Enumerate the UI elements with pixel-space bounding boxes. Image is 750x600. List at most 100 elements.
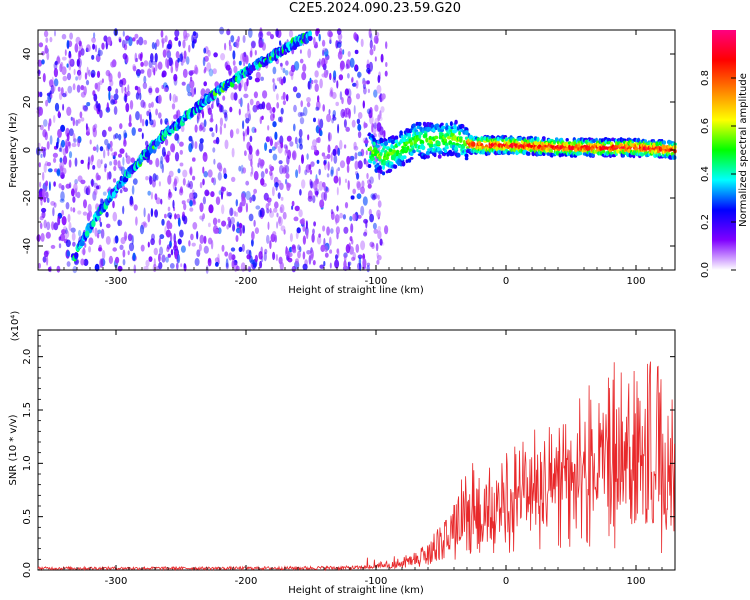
heatmap-noise-cell bbox=[370, 33, 373, 42]
heatmap-noise-cell bbox=[216, 97, 220, 107]
heatmap-noise-cell bbox=[212, 217, 218, 226]
heatmap-noise-cell bbox=[373, 89, 378, 98]
heatmap-noise-cell bbox=[240, 164, 244, 175]
heatmap-y-tick-label: -20 bbox=[22, 190, 33, 206]
heatmap-noise-cell bbox=[211, 177, 215, 183]
heatmap-noise-cell bbox=[367, 179, 371, 185]
heatmap-noise-cell bbox=[62, 92, 67, 98]
heatmap-noise-cell bbox=[251, 165, 254, 175]
heatmap-noise-cell bbox=[369, 48, 374, 56]
heatmap-noise-cell bbox=[146, 110, 150, 117]
heatmap-noise-cell bbox=[182, 39, 186, 49]
heatmap-noise-cell bbox=[59, 198, 65, 203]
heatmap-noise-cell bbox=[366, 63, 370, 70]
heatmap-carrier-cell bbox=[405, 141, 409, 145]
heatmap-noise-cell bbox=[127, 84, 130, 93]
heatmap-noise-cell bbox=[362, 196, 368, 206]
heatmap-noise-cell bbox=[50, 244, 56, 249]
heatmap-noise-cell bbox=[310, 181, 313, 189]
heatmap-noise-cell bbox=[338, 176, 341, 186]
heatmap-noise-cell bbox=[160, 198, 163, 205]
heatmap-noise-cell bbox=[293, 216, 299, 222]
heatmap-noise-cell bbox=[329, 72, 332, 81]
heatmap-noise-cell bbox=[377, 74, 381, 84]
heatmap-noise-cell bbox=[58, 147, 62, 152]
heatmap-noise-cell bbox=[279, 62, 283, 67]
heatmap-noise-cell bbox=[66, 250, 71, 257]
heatmap-noise-cell bbox=[352, 188, 357, 195]
heatmap-noise-cell bbox=[255, 71, 261, 79]
heatmap-noise-cell bbox=[80, 85, 85, 91]
heatmap-noise-cell bbox=[46, 197, 50, 203]
heatmap-noise-cell bbox=[115, 256, 120, 264]
heatmap-carrier-cell bbox=[611, 154, 617, 158]
heatmap-noise-cell bbox=[297, 244, 301, 251]
heatmap-noise-cell bbox=[327, 145, 330, 153]
heatmap-noise-cell bbox=[215, 261, 219, 267]
heatmap-noise-cell bbox=[368, 28, 372, 39]
heatmap-noise-cell bbox=[342, 214, 346, 220]
heatmap-noise-cell bbox=[65, 145, 69, 154]
heatmap-noise-cell bbox=[231, 176, 236, 182]
heatmap-noise-cell bbox=[296, 92, 301, 99]
heatmap-x-tick-label: -100 bbox=[365, 276, 388, 287]
heatmap-noise-cell bbox=[119, 148, 125, 154]
heatmap-noise-cell bbox=[363, 158, 367, 165]
heatmap-noise-cell bbox=[294, 136, 298, 145]
heatmap-noise-cell bbox=[366, 262, 371, 267]
heatmap-noise-cell bbox=[336, 205, 339, 212]
heatmap-noise-cell bbox=[89, 155, 94, 166]
heatmap-noise-cell bbox=[366, 172, 369, 180]
heatmap-carrier-cell bbox=[389, 161, 394, 166]
heatmap-noise-cell bbox=[148, 111, 152, 122]
heatmap-noise-cell bbox=[309, 169, 313, 175]
heatmap-noise-cell bbox=[43, 163, 47, 174]
heatmap-noise-cell bbox=[61, 66, 67, 76]
heatmap-noise-cell bbox=[363, 139, 369, 144]
heatmap-carrier-cell bbox=[465, 146, 470, 150]
heatmap-noise-cell bbox=[41, 207, 47, 213]
heatmap-noise-cell bbox=[113, 106, 118, 115]
heatmap-noise-cell bbox=[246, 254, 251, 260]
heatmap-noise-cell bbox=[117, 71, 122, 79]
heatmap-carrier-cell bbox=[444, 138, 448, 143]
heatmap-noise-cell bbox=[250, 171, 253, 177]
heatmap-noise-cell bbox=[112, 178, 117, 183]
heatmap-carrier-cell bbox=[662, 140, 667, 145]
heatmap-noise-cell bbox=[113, 151, 118, 156]
heatmap-noise-cell bbox=[135, 92, 140, 100]
heatmap-noise-cell bbox=[40, 212, 43, 219]
heatmap-noise-cell bbox=[327, 161, 330, 171]
heatmap-noise-cell bbox=[235, 211, 238, 217]
heatmap-noise-cell bbox=[52, 83, 56, 92]
heatmap-carrier-cell bbox=[574, 144, 579, 149]
heatmap-noise-cell bbox=[348, 155, 352, 162]
heatmap-noise-cell bbox=[63, 226, 68, 232]
heatmap-noise-cell bbox=[120, 237, 126, 245]
heatmap-ridge-cell bbox=[74, 252, 79, 258]
heatmap-ridge-cell bbox=[308, 30, 313, 37]
heatmap-noise-cell bbox=[238, 82, 242, 92]
heatmap-noise-cell bbox=[232, 60, 236, 66]
heatmap-noise-cell bbox=[342, 49, 345, 55]
heatmap-noise-cell bbox=[135, 111, 140, 121]
heatmap-noise-cell bbox=[203, 171, 208, 178]
heatmap-carrier-cell bbox=[458, 130, 461, 136]
heatmap-noise-cell bbox=[170, 65, 174, 74]
heatmap-noise-cell bbox=[125, 38, 128, 45]
heatmap-noise-cell bbox=[89, 139, 92, 145]
heatmap-noise-cell bbox=[313, 79, 318, 84]
heatmap-noise-cell bbox=[376, 122, 382, 132]
heatmap-noise-cell bbox=[167, 175, 172, 185]
heatmap-noise-cell bbox=[329, 87, 334, 95]
heatmap-noise-cell bbox=[238, 60, 242, 66]
heatmap-noise-cell bbox=[238, 108, 241, 116]
heatmap-noise-cell bbox=[108, 71, 111, 78]
heatmap-noise-cell bbox=[110, 147, 113, 152]
heatmap-noise-cell bbox=[323, 69, 329, 79]
heatmap-noise-cell bbox=[269, 240, 272, 250]
heatmap-noise-cell bbox=[314, 190, 319, 196]
snr-y-tick-label: 0.5 bbox=[22, 509, 33, 525]
heatmap-noise-cell bbox=[293, 123, 296, 132]
heatmap-noise-cell bbox=[339, 160, 346, 169]
